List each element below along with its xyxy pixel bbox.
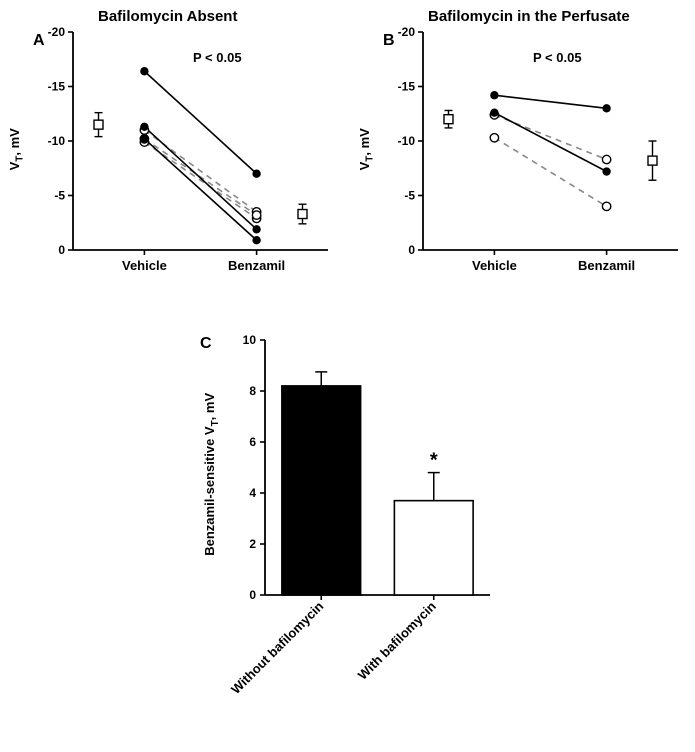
- panel-a-svg: 0 -5 -10 -15 -20 Vehicle Benzamil: [18, 20, 338, 290]
- svg-text:Benzamil: Benzamil: [578, 258, 635, 273]
- svg-text:8: 8: [249, 384, 256, 398]
- svg-text:-5: -5: [404, 189, 415, 203]
- svg-text:With bafilomycin: With bafilomycin: [355, 598, 439, 682]
- svg-text:-20: -20: [48, 25, 66, 39]
- svg-text:0: 0: [58, 243, 65, 257]
- svg-text:Vehicle: Vehicle: [122, 258, 167, 273]
- svg-text:-5: -5: [54, 189, 65, 203]
- svg-text:*: *: [430, 450, 438, 472]
- svg-text:-15: -15: [398, 80, 416, 94]
- svg-text:Benzamil: Benzamil: [228, 258, 285, 273]
- svg-text:Without bafilomycin: Without bafilomycin: [228, 598, 326, 696]
- panel-c: C Benzamil-sensitive VT, mV 0246810Witho…: [200, 335, 520, 735]
- panel-c-svg: 0 2 4 6 8 10 Without bafilomycin * With bafilomy…: [200, 335, 520, 735]
- svg-text:2: 2: [249, 537, 256, 551]
- svg-text:-10: -10: [48, 134, 66, 148]
- svg-text:6: 6: [249, 435, 256, 449]
- svg-text:-15: -15: [48, 80, 66, 94]
- panel-a: Bafilomycin Absent A VT, mV P < 0.05 0-5…: [18, 20, 338, 290]
- svg-text:4: 4: [249, 486, 256, 500]
- svg-text:Vehicle: Vehicle: [472, 258, 517, 273]
- svg-text:10: 10: [243, 333, 257, 347]
- svg-text:-20: -20: [398, 25, 416, 39]
- panel-b-svg: 0 -5 -10 -15 -20 Vehicle Benzamil: [368, 20, 688, 290]
- panel-b: Bafilomycin in the Perfusate B VT, mV P …: [368, 20, 688, 290]
- svg-text:-10: -10: [398, 134, 416, 148]
- svg-text:0: 0: [408, 243, 415, 257]
- svg-text:0: 0: [249, 588, 256, 602]
